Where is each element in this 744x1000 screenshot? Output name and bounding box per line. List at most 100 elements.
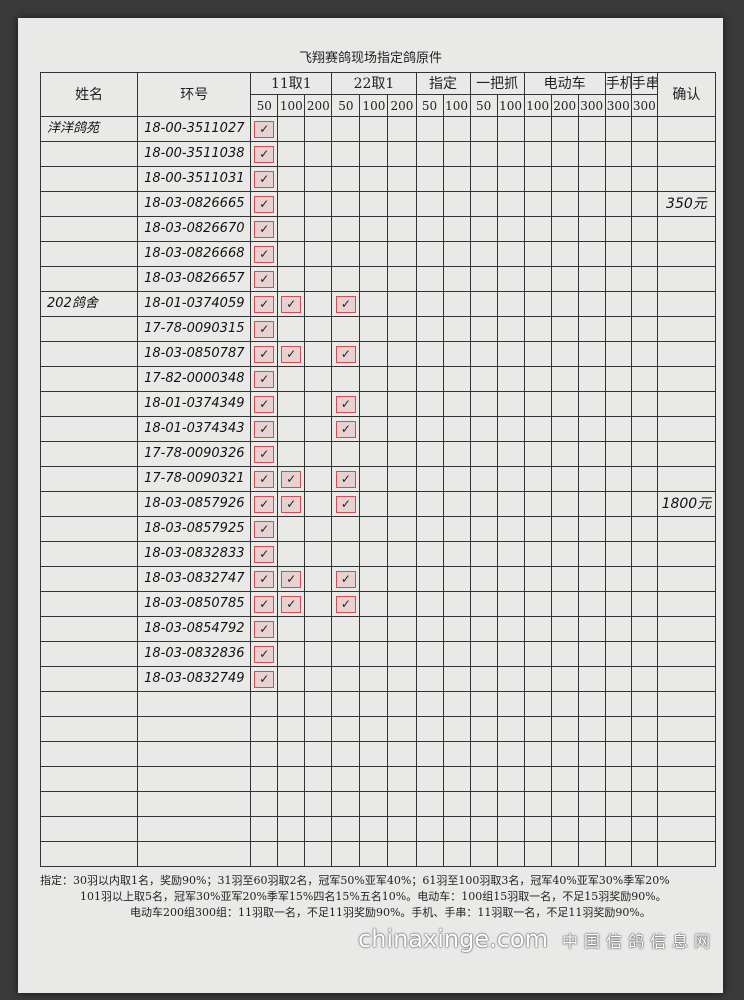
empty-cell [630, 716, 658, 742]
check-stamp-icon: ✓ [254, 546, 275, 563]
ring-number: 18-03-0850785 [137, 591, 252, 617]
entry-cell-11-200 [304, 566, 333, 592]
check-stamp-icon: ✓ [254, 396, 275, 413]
entry-cell-ybz-100 [496, 641, 525, 667]
entry-cell-sc-300 [630, 141, 658, 167]
empty-cell [656, 716, 717, 742]
header-amount: 50 [331, 94, 361, 117]
empty-cell [359, 691, 389, 717]
entry-cell-22-50: ✓ [331, 566, 361, 592]
check-stamp-icon: ✓ [335, 571, 356, 588]
entry-cell-sc-300 [630, 491, 658, 517]
entry-cell-ybz-50 [469, 391, 498, 417]
entry-cell-22-50 [331, 141, 361, 167]
empty-cell [277, 716, 306, 742]
entry-cell-sc-300 [630, 541, 658, 567]
entry-cell-11-200 [304, 141, 333, 167]
entry-cell-11-200 [304, 316, 333, 342]
check-stamp-icon: ✓ [254, 196, 275, 213]
check-stamp-icon: ✓ [281, 296, 302, 313]
entry-cell-zd-100 [442, 641, 471, 667]
entry-cell-ddc-100 [523, 241, 552, 267]
entry-cell-ddc-200 [550, 141, 579, 167]
entry-cell-sj-300 [604, 516, 632, 542]
entry-cell-ddc-300 [577, 116, 606, 142]
header-group: 电动车 [523, 72, 606, 95]
entry-cell-11-200 [304, 166, 333, 192]
check-stamp-icon: ✓ [254, 671, 275, 688]
entry-cell-11-200 [304, 391, 333, 417]
entry-cell-22-50 [331, 616, 361, 642]
entry-cell-22-100 [359, 666, 389, 692]
entry-cell-ybz-50 [469, 366, 498, 392]
entry-cell-ybz-50 [469, 666, 498, 692]
empty-cell [331, 816, 361, 842]
header-amount: 50 [250, 94, 279, 117]
entry-cell-22-100 [359, 341, 389, 367]
check-stamp-icon: ✓ [254, 421, 275, 438]
entry-cell-22-50 [331, 641, 361, 667]
entry-cell-ybz-100 [496, 616, 525, 642]
entry-cell-22-100 [359, 266, 389, 292]
table-row: 18-03-0857925 ✓ [39, 516, 717, 542]
empty-cell [387, 791, 417, 817]
empty-cell [577, 691, 606, 717]
entry-cell-ddc-200 [550, 116, 579, 142]
entry-cell-11-50: ✓ [250, 266, 279, 292]
empty-cell [577, 816, 606, 842]
entry-cell-22-200 [387, 441, 417, 467]
entry-cell-22-200 [387, 166, 417, 192]
check-stamp-icon: ✓ [335, 346, 356, 363]
entry-cell-22-50 [331, 516, 361, 542]
empty-cell [331, 691, 361, 717]
entry-cell-11-50: ✓ [250, 466, 279, 492]
entry-cell-11-100: ✓ [277, 466, 306, 492]
ring-number: 18-01-0374059 [137, 291, 252, 317]
entry-cell-sj-300 [604, 416, 632, 442]
entry-cell-sc-300 [630, 191, 658, 217]
entry-cell-11-100: ✓ [277, 591, 306, 617]
entry-cell-22-50: ✓ [331, 491, 361, 517]
entry-cell-zd-100 [442, 591, 471, 617]
ring-number: 18-00-3511027 [137, 116, 252, 142]
empty-cell [496, 716, 525, 742]
empty-cell [496, 841, 525, 867]
entry-cell-ybz-50 [469, 416, 498, 442]
entry-cell-ddc-100 [523, 666, 552, 692]
owner-cell [39, 166, 139, 192]
empty-cell [359, 791, 389, 817]
empty-cell [331, 716, 361, 742]
entry-cell-11-50: ✓ [250, 541, 279, 567]
entry-cell-11-50: ✓ [250, 341, 279, 367]
entry-cell-ddc-100 [523, 366, 552, 392]
empty-cell [630, 691, 658, 717]
entry-cell-zd-100 [442, 391, 471, 417]
entry-cell-ybz-100 [496, 366, 525, 392]
header-group: 手机 [604, 72, 632, 95]
empty-cell [387, 841, 417, 867]
entry-cell-11-200 [304, 341, 333, 367]
ring-number: 18-03-0832749 [137, 666, 252, 692]
empty-cell [304, 816, 333, 842]
entry-cell-ybz-50 [469, 566, 498, 592]
table-row: 18-03-0832833 ✓ [39, 541, 717, 567]
check-stamp-icon: ✓ [335, 471, 356, 488]
entry-cell-11-200 [304, 641, 333, 667]
entry-cell-22-100 [359, 141, 389, 167]
entry-cell-22-100 [359, 166, 389, 192]
entry-cell-11-50: ✓ [250, 441, 279, 467]
owner-cell: 洋洋鸽苑 [39, 116, 139, 142]
watermark: chinaxinge.com 中国信鸽信息网 [40, 925, 716, 953]
empty-cell [523, 741, 552, 767]
header-amount: 300 [577, 94, 606, 117]
confirm-cell [656, 166, 717, 192]
entry-cell-zd-50 [415, 516, 444, 542]
entry-cell-ddc-100 [523, 441, 552, 467]
ring-number: 18-03-0854792 [137, 616, 252, 642]
entry-cell-22-100 [359, 216, 389, 242]
entry-cell-22-200 [387, 341, 417, 367]
ring-number: 18-03-0826670 [137, 216, 252, 242]
entry-cell-11-100 [277, 641, 306, 667]
entry-cell-ybz-100 [496, 316, 525, 342]
entry-cell-zd-100 [442, 416, 471, 442]
